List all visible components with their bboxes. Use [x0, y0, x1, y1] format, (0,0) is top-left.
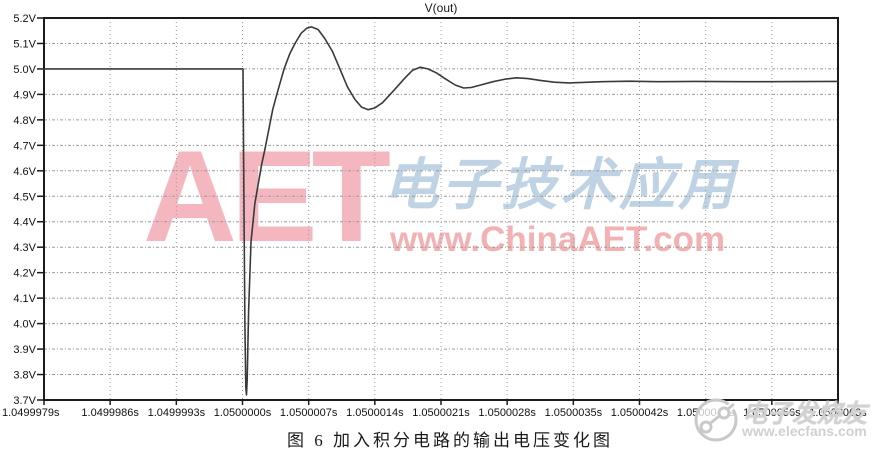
y-tick-label: 4.1V: [13, 293, 36, 305]
y-tick-label: 4.3V: [13, 242, 36, 254]
y-tick-label: 3.8V: [13, 370, 36, 382]
y-tick-label: 4.4V: [13, 217, 36, 229]
x-tick-label: 1.0500014s: [346, 407, 404, 419]
x-tick-label: 1.0500035s: [545, 407, 603, 419]
y-tick-label: 5.2V: [13, 13, 36, 25]
x-tick-label: 1.0500021s: [412, 407, 470, 419]
y-tick-label: 4.9V: [13, 89, 36, 101]
y-tick-label: 4.0V: [13, 319, 36, 331]
plot-border: [43, 17, 839, 401]
chart-title: V(out): [424, 1, 458, 15]
x-tick-label: 1.0500049s: [677, 407, 735, 419]
x-tick-label: 1.0500063s: [809, 407, 867, 419]
x-tick-label: 1.0500056s: [743, 407, 801, 419]
y-tick-label: 5.1V: [13, 38, 36, 50]
y-tick-label: 5.0V: [13, 64, 36, 76]
figure-caption: 图 6 加入积分电路的输出电压变化图: [287, 431, 613, 450]
x-tick-label: 1.0500007s: [280, 407, 338, 419]
y-tick-label: 4.7V: [13, 140, 36, 152]
y-tick-label: 4.6V: [13, 166, 36, 178]
x-tick-label: 1.0499979s: [2, 407, 60, 419]
voltage-chart-canvas: 1.0499979s 1.0499986s 1.0499993s 1.0500000s…: [2, 13, 867, 419]
y-tick-label: 4.5V: [13, 191, 36, 203]
x-tick-label: 1.0499986s: [81, 407, 139, 419]
y-tick-label: 4.8V: [13, 115, 36, 127]
x-tick-label: 1.0500000s: [214, 407, 272, 419]
y-tick-label: 3.7V: [13, 395, 36, 407]
waveform-trace: [43, 26, 839, 396]
x-tick-label: 1.0500028s: [478, 407, 536, 419]
x-tick-label: 1.0499993s: [148, 407, 206, 419]
x-tick-label: 1.0500042s: [611, 407, 669, 419]
y-tick-label: 3.9V: [13, 344, 36, 356]
y-tick-label: 4.2V: [13, 268, 36, 280]
